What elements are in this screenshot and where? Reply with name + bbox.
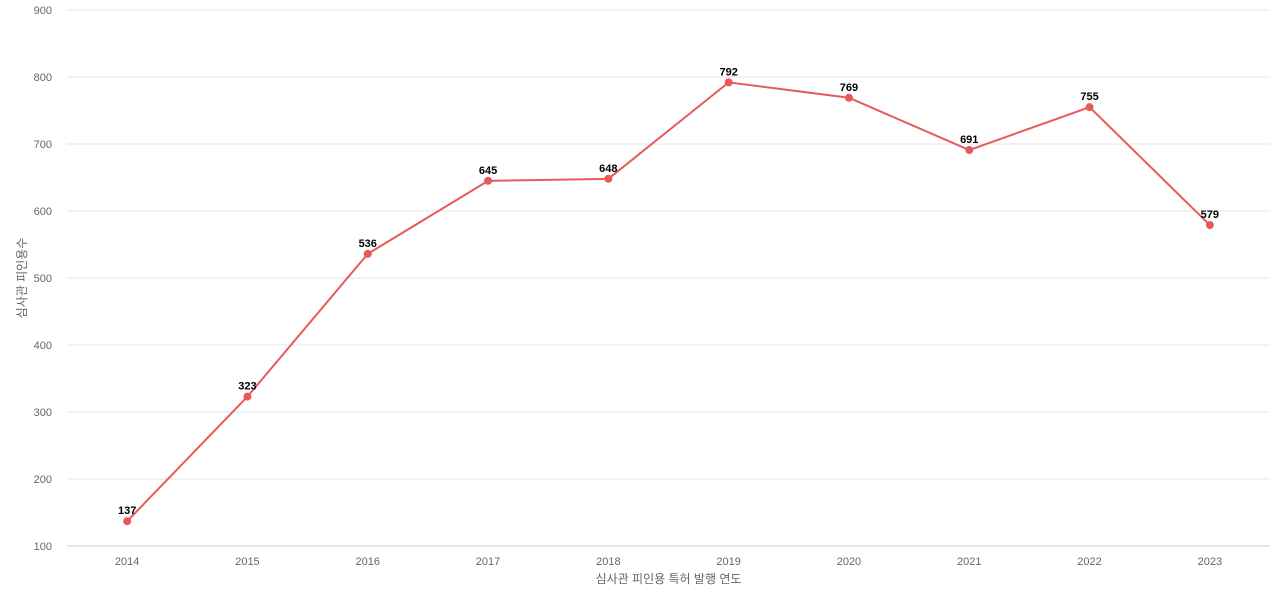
x-tick-label: 2017 <box>476 556 500 568</box>
x-tick-label: 2021 <box>957 556 981 568</box>
y-tick-label: 800 <box>34 72 52 84</box>
y-tick-label: 100 <box>34 541 52 553</box>
data-label: 691 <box>960 134 978 146</box>
gridlines <box>67 9 1270 480</box>
y-tick-label: 500 <box>34 273 52 285</box>
data-points <box>123 78 1214 526</box>
data-point <box>724 78 733 87</box>
x-tick-label: 2023 <box>1198 556 1222 568</box>
data-label: 323 <box>238 381 256 393</box>
y-tick-label: 600 <box>34 206 52 218</box>
x-tick-label: 2022 <box>1077 556 1101 568</box>
data-label: 536 <box>359 238 377 250</box>
y-tick-label: 200 <box>34 474 52 486</box>
data-point <box>363 249 372 258</box>
data-label: 137 <box>118 505 136 517</box>
series-line <box>126 81 1211 522</box>
x-tick-label: 2019 <box>716 556 740 568</box>
data-point <box>1205 221 1214 230</box>
y-tick-label: 400 <box>34 340 52 352</box>
data-point <box>844 93 853 102</box>
y-tick-label: 300 <box>34 407 52 419</box>
x-axis-title: 심사관 피인용 특허 발행 연도 <box>596 571 742 586</box>
x-axis-ticks: 2014 2015 2016 2017 2018 2019 2020 2021 2022 2023 <box>115 556 1222 568</box>
x-tick-label: 2016 <box>356 556 380 568</box>
x-tick-label: 2015 <box>235 556 259 568</box>
x-tick-label: 2018 <box>596 556 620 568</box>
data-point <box>965 146 974 155</box>
x-tick-label: 2020 <box>837 556 861 568</box>
data-label: 769 <box>840 82 858 94</box>
data-label: 755 <box>1080 91 1098 103</box>
y-tick-label: 900 <box>34 5 52 17</box>
data-point <box>1085 103 1094 112</box>
data-label: 579 <box>1201 209 1219 221</box>
data-point <box>604 174 613 183</box>
data-label: 645 <box>479 165 497 177</box>
y-tick-label: 700 <box>34 139 52 151</box>
y-axis-ticks: 100 200 300 400 500 600 700 800 900 <box>34 5 52 553</box>
data-point <box>243 392 252 401</box>
data-point <box>123 517 132 526</box>
data-label: 648 <box>599 163 617 175</box>
y-axis-title: 심사관 피인용수 <box>15 238 29 319</box>
data-point <box>484 176 493 185</box>
data-label: 792 <box>719 66 737 78</box>
data-labels: 137 323 536 645 648 792 769 691 755 579 <box>118 66 1219 517</box>
x-tick-label: 2014 <box>115 556 139 568</box>
